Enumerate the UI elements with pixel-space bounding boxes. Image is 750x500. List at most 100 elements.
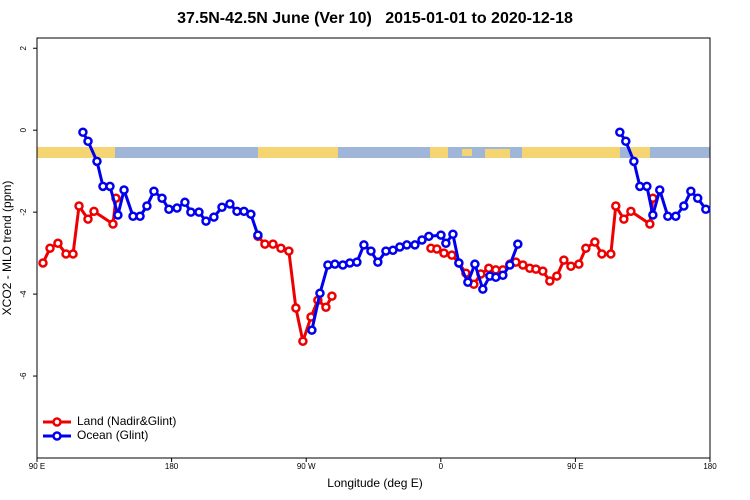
point (463, 277, 473, 287)
point (53, 238, 63, 249)
point (538, 266, 548, 276)
y-tick-label: 0 (19, 127, 28, 132)
point (606, 249, 616, 259)
point (284, 246, 294, 256)
point (180, 197, 190, 208)
point (74, 201, 84, 211)
point (590, 237, 600, 247)
point (545, 276, 555, 286)
point (615, 127, 625, 137)
point (321, 302, 331, 312)
point (629, 156, 639, 167)
point (574, 259, 584, 269)
point (513, 239, 523, 249)
point (38, 258, 48, 268)
point (268, 239, 278, 249)
point (186, 207, 196, 217)
ocean-band (37, 147, 710, 158)
point (373, 257, 383, 267)
point (417, 235, 427, 245)
x-tick-label: 180 (165, 462, 179, 471)
point (260, 239, 270, 249)
point (436, 230, 446, 240)
point (142, 201, 152, 211)
point (119, 185, 129, 195)
point (108, 219, 118, 229)
point (663, 211, 673, 221)
point (686, 186, 696, 196)
point (45, 243, 55, 253)
point (621, 136, 631, 147)
point (194, 207, 204, 217)
point (498, 270, 508, 280)
point (424, 231, 434, 242)
point (352, 257, 362, 267)
y-tick-label: -4 (19, 290, 28, 298)
y-axis-label: XCO2 - MLO trend (ppm) (0, 181, 14, 316)
point (253, 230, 263, 240)
y-tick-label: -2 (19, 208, 28, 216)
x-tick-label: 90 E (29, 462, 45, 471)
legend-label: Land (Nadir&Glint) (77, 414, 176, 428)
point (366, 246, 376, 256)
land-band (630, 147, 650, 158)
point (113, 210, 123, 220)
point (359, 240, 369, 250)
point (654, 185, 665, 195)
land-band (462, 149, 472, 156)
point (597, 249, 607, 259)
point (157, 193, 167, 203)
point (209, 212, 219, 222)
point (402, 240, 412, 250)
x-tick-label: 180 (703, 462, 717, 471)
land-band (258, 147, 338, 158)
point (172, 203, 182, 213)
point (78, 127, 88, 137)
point (83, 136, 93, 147)
point (298, 336, 308, 346)
x-tick-label: 90 W (297, 462, 316, 471)
point (432, 244, 442, 254)
point (225, 199, 235, 209)
point (439, 248, 449, 258)
point (83, 214, 93, 224)
x-tick-label: 90 E (567, 462, 583, 471)
point (692, 193, 703, 203)
point (611, 201, 621, 211)
point (478, 284, 488, 294)
point (327, 291, 337, 301)
legend-marker (52, 417, 62, 427)
point (89, 206, 99, 217)
point (149, 186, 159, 196)
point (619, 214, 629, 224)
land-band (522, 147, 620, 158)
point (201, 216, 211, 226)
point (559, 255, 569, 265)
point (441, 238, 451, 249)
point (470, 259, 480, 269)
point (448, 229, 458, 240)
y-tick-label: 2 (19, 45, 28, 50)
point (642, 181, 652, 192)
point (135, 211, 145, 221)
point (315, 288, 325, 299)
land-band (430, 147, 448, 158)
point (105, 181, 115, 192)
point (68, 249, 78, 259)
x-axis-label: Longitude (deg E) (327, 476, 422, 490)
point (291, 303, 301, 313)
legend-marker (52, 431, 62, 441)
point (92, 156, 102, 167)
point (626, 206, 636, 217)
point (276, 243, 286, 253)
point (566, 261, 576, 271)
point (679, 201, 689, 211)
point (454, 258, 464, 268)
land-mask-band (37, 147, 710, 158)
point (217, 202, 227, 212)
point (447, 250, 457, 260)
point (581, 243, 591, 253)
point (330, 259, 340, 269)
point (701, 204, 711, 215)
